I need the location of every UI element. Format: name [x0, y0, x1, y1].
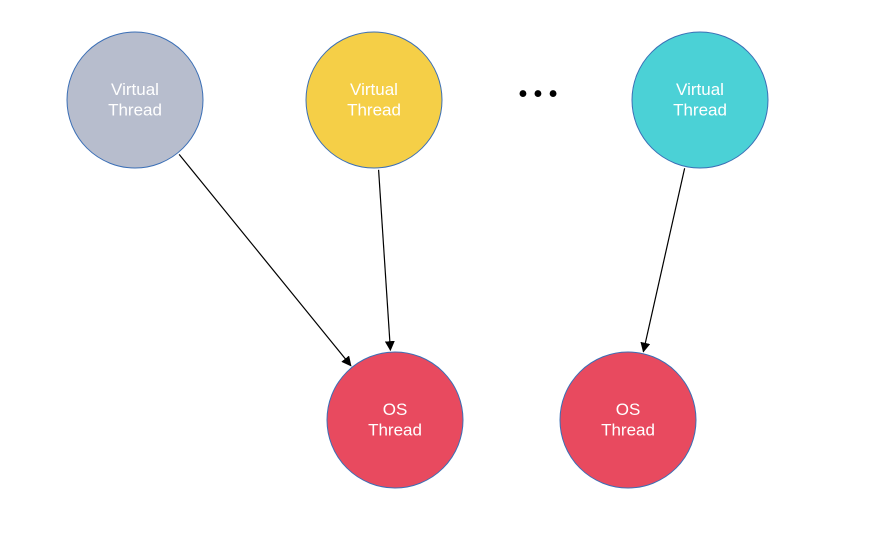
node-vt1-label-1: Virtual [111, 80, 159, 99]
thread-diagram: VirtualThreadVirtualThreadVirtualThreadO… [0, 0, 877, 548]
ellipsis: • • • [519, 80, 558, 107]
edge-vt1-os1 [179, 154, 351, 365]
node-vt3-label-1: Virtual [676, 80, 724, 99]
node-os2: OS Thread [560, 352, 696, 488]
node-os2-label-2: Thread [601, 421, 655, 440]
node-os1-label-1: OS [383, 400, 408, 419]
node-vt1: Virtual Thread [67, 32, 203, 168]
node-vt3-label-2: Thread [673, 101, 727, 120]
node-vt3: Virtual Thread [632, 32, 768, 168]
node-os2-label-1: OS [616, 400, 641, 419]
node-vt1-label-2: Thread [108, 101, 162, 120]
node-vt2: Virtual Thread [306, 32, 442, 168]
node-os1-label-2: Thread [368, 421, 422, 440]
node-os1: OS Thread [327, 352, 463, 488]
edge-vt2-os1 [379, 170, 391, 350]
edge-vt3-os2 [643, 168, 684, 351]
node-vt2-label-1: Virtual [350, 80, 398, 99]
node-vt2-label-2: Thread [347, 101, 401, 120]
